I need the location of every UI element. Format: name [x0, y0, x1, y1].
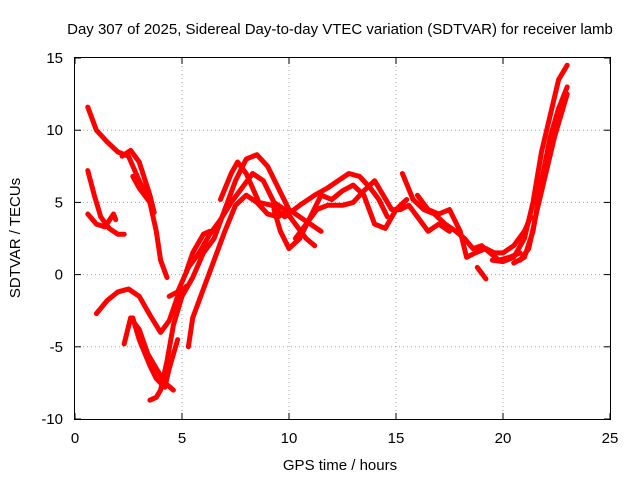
- y-tick-label: 15: [46, 50, 63, 67]
- y-tick-label: 10: [46, 122, 63, 139]
- series-track-12: [183, 228, 213, 275]
- x-axis: 0 5 10 15 20 25: [71, 58, 619, 447]
- x-tick-label: 0: [71, 430, 79, 447]
- chart-title: Day 307 of 2025, Sidereal Day-to-day VTE…: [67, 21, 613, 38]
- series-track-1: [85, 104, 170, 280]
- series-track-9: [147, 152, 324, 403]
- y-tick-label: 5: [55, 194, 63, 211]
- series-track-6: [93, 283, 189, 335]
- series-track-11: [185, 192, 292, 350]
- series-track-21: [517, 91, 570, 263]
- y-axis-label: SDTVAR / TECUs: [7, 178, 24, 298]
- series-track-3: [85, 211, 119, 230]
- x-axis-label: GPS time / hours: [283, 457, 397, 474]
- x-tick-label: 5: [178, 430, 186, 447]
- y-tick-label: 0: [55, 267, 63, 284]
- x-tick-label: 10: [281, 430, 298, 447]
- series-track-8: [130, 315, 181, 390]
- y-tick-label: -10: [41, 411, 63, 428]
- series-track-19: [489, 62, 570, 265]
- x-tick-label: 15: [388, 430, 405, 447]
- grid-lines: [75, 58, 610, 419]
- series-track-14: [271, 182, 410, 252]
- series-track-5: [130, 173, 153, 205]
- x-tick-label: 20: [495, 430, 512, 447]
- y-tick-label: -5: [50, 339, 63, 356]
- plot-frame: [74, 57, 611, 420]
- data-series-group: [85, 62, 570, 403]
- series-track-17: [414, 192, 534, 260]
- series-track-13: [218, 159, 390, 220]
- x-tick-label: 25: [602, 430, 619, 447]
- series-track-18: [474, 264, 489, 282]
- series-track-15: [292, 178, 452, 241]
- y-axis: -10 -5 0 5 10 15: [41, 50, 610, 428]
